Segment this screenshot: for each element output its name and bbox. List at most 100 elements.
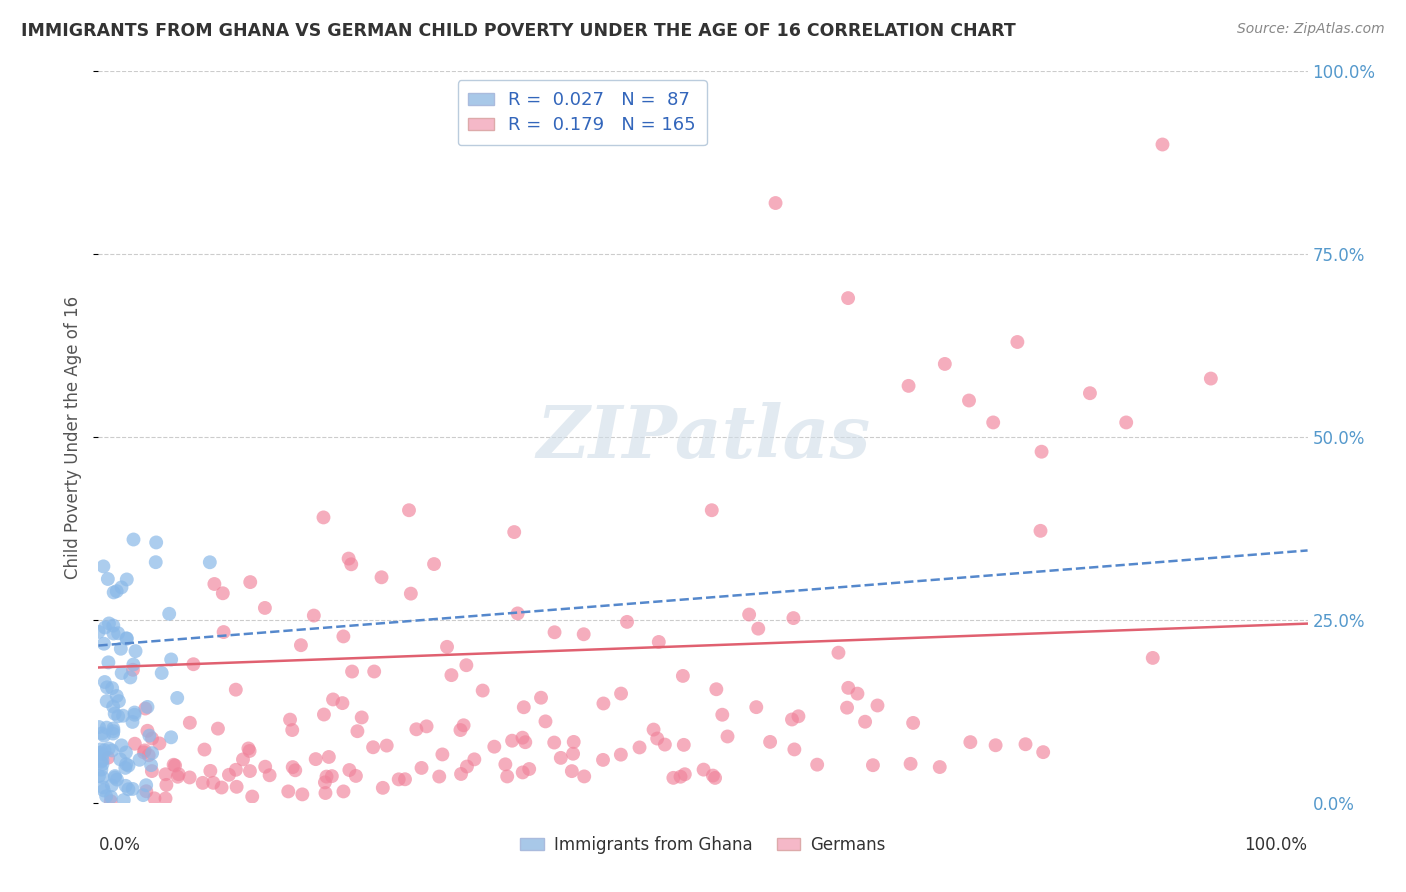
Point xyxy=(122,533,145,547)
Point xyxy=(610,687,633,701)
Point xyxy=(124,706,146,720)
Point xyxy=(503,524,526,539)
Point xyxy=(91,747,114,762)
Point xyxy=(344,769,367,783)
Point xyxy=(981,416,1004,430)
Point xyxy=(103,585,125,599)
Point xyxy=(415,719,437,733)
Point xyxy=(183,657,205,672)
Point xyxy=(592,753,614,767)
Point xyxy=(155,778,177,792)
Point xyxy=(101,726,124,740)
Point xyxy=(314,775,336,789)
Point xyxy=(107,709,129,723)
Point xyxy=(562,747,585,761)
Point xyxy=(135,778,157,792)
Point xyxy=(207,722,229,736)
Point xyxy=(450,767,472,781)
Point xyxy=(108,694,131,708)
Point xyxy=(550,751,572,765)
Point xyxy=(141,764,163,778)
Point xyxy=(1142,651,1164,665)
Point xyxy=(370,570,392,584)
Point xyxy=(332,696,354,710)
Point xyxy=(456,658,478,673)
Point xyxy=(513,700,536,714)
Point xyxy=(534,714,557,729)
Point xyxy=(150,665,173,680)
Text: 100.0%: 100.0% xyxy=(1244,836,1308,854)
Point xyxy=(117,782,139,797)
Point xyxy=(100,789,122,804)
Point xyxy=(93,637,115,651)
Point xyxy=(115,632,138,646)
Point xyxy=(702,768,724,782)
Point xyxy=(645,731,668,746)
Point xyxy=(436,640,458,654)
Point xyxy=(512,731,534,745)
Point xyxy=(388,772,411,787)
Point xyxy=(290,638,312,652)
Point xyxy=(89,746,111,760)
Text: ZIPatlas: ZIPatlas xyxy=(536,401,870,473)
Point xyxy=(122,657,145,672)
Point xyxy=(110,739,132,753)
Point xyxy=(959,735,981,749)
Point xyxy=(90,742,112,756)
Point xyxy=(91,757,114,772)
Point xyxy=(281,723,304,737)
Point xyxy=(239,744,262,758)
Point xyxy=(141,746,163,760)
Point xyxy=(166,770,188,784)
Point xyxy=(218,768,240,782)
Point xyxy=(346,724,368,739)
Point xyxy=(572,627,595,641)
Point xyxy=(837,291,859,305)
Point xyxy=(315,770,337,784)
Point xyxy=(91,753,114,767)
Point xyxy=(1029,524,1052,538)
Y-axis label: Child Poverty Under the Age of 16: Child Poverty Under the Age of 16 xyxy=(65,295,83,579)
Point xyxy=(350,710,373,724)
Point xyxy=(281,760,304,774)
Point xyxy=(103,626,125,640)
Point xyxy=(1032,745,1054,759)
Point xyxy=(745,700,768,714)
Point xyxy=(254,760,277,774)
Point xyxy=(759,735,782,749)
Point xyxy=(337,551,360,566)
Point xyxy=(669,770,692,784)
Point xyxy=(853,714,876,729)
Point xyxy=(225,682,247,697)
Point xyxy=(120,670,142,684)
Point xyxy=(101,681,124,695)
Point xyxy=(574,769,596,783)
Point xyxy=(700,503,723,517)
Point xyxy=(394,772,416,787)
Point xyxy=(103,724,125,739)
Point xyxy=(139,758,162,772)
Point xyxy=(93,743,115,757)
Point xyxy=(512,765,534,780)
Point xyxy=(96,694,118,708)
Point xyxy=(312,510,335,524)
Point xyxy=(866,698,889,713)
Point xyxy=(806,757,828,772)
Point xyxy=(827,646,849,660)
Point xyxy=(239,764,262,778)
Point xyxy=(97,750,120,764)
Point xyxy=(103,722,125,736)
Legend: R =  0.027   N =  87, R =  0.179   N = 165: R = 0.027 N = 87, R = 0.179 N = 165 xyxy=(457,80,707,145)
Point xyxy=(138,729,160,743)
Point xyxy=(135,784,157,798)
Point xyxy=(340,558,363,572)
Point xyxy=(124,737,146,751)
Point xyxy=(94,621,117,635)
Point xyxy=(87,720,110,734)
Point xyxy=(1007,334,1029,349)
Point xyxy=(93,729,115,743)
Point xyxy=(211,780,233,795)
Point xyxy=(628,740,651,755)
Point xyxy=(121,714,143,729)
Point xyxy=(101,778,124,792)
